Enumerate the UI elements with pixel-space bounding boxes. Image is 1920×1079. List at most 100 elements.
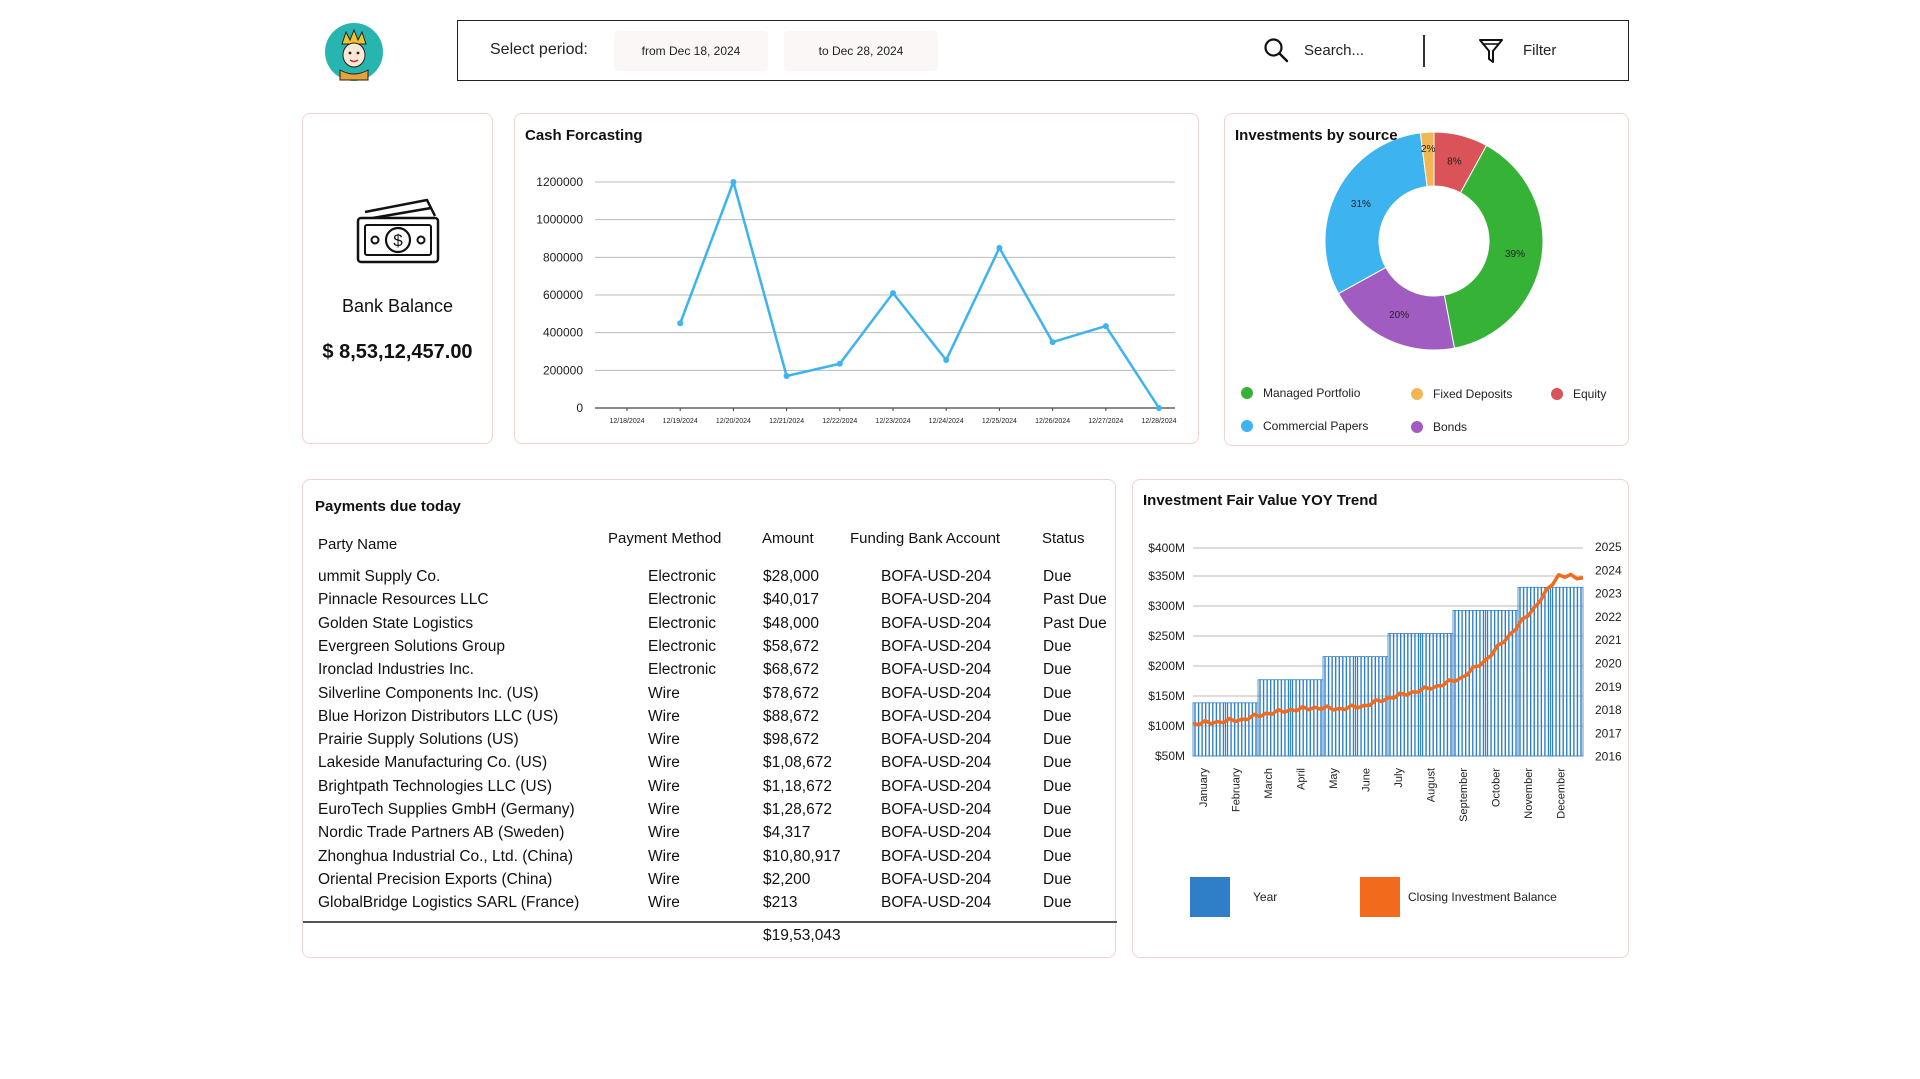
cell-payment-method: Wire bbox=[648, 731, 680, 749]
table-row[interactable]: Pinnacle Resources LLC Electronic $40,017 B… bbox=[303, 591, 1115, 614]
cell-payment-method: Wire bbox=[648, 894, 680, 912]
x-tick-label: 12/19/2024 bbox=[663, 418, 698, 425]
x-tick-label: 12/27/2024 bbox=[1088, 418, 1123, 425]
table-row[interactable]: Evergreen Solutions Group Electronic $58,6… bbox=[303, 638, 1115, 661]
cell-funding-account: BOFA-USD-204 bbox=[881, 824, 992, 842]
cell-status: Due bbox=[1043, 777, 1072, 795]
yoy-trend-card: $400M $350M $300M $250M $200M $150M $100M $50M 2… bbox=[1132, 479, 1629, 958]
date-to-picker[interactable]: to Dec 28, 2024 bbox=[784, 31, 938, 71]
cell-amount: $98,672 bbox=[763, 731, 820, 749]
right-tick-label: 2020 bbox=[1595, 657, 1622, 671]
y-tick-label: 400000 bbox=[543, 326, 583, 340]
table-row[interactable]: Oriental Precision Exports (China) Wire $2… bbox=[303, 871, 1115, 894]
slice-fixed-deposits bbox=[1419, 131, 1435, 187]
filter-icon[interactable] bbox=[1478, 37, 1504, 65]
table-row[interactable]: ummit Supply Co. Electronic $28,000 BOFA-US… bbox=[303, 568, 1115, 591]
month-label: February bbox=[1231, 768, 1243, 813]
money-icon: $ bbox=[356, 198, 440, 264]
cell-status: Due bbox=[1043, 754, 1072, 772]
legend-dot bbox=[1411, 421, 1423, 433]
bank-balance-card: $ Bank Balance $ 8,53,12,457.00 bbox=[302, 113, 493, 444]
investments-by-source-card: 8% 39% 20% 31% 2% Investments by source Mana… bbox=[1224, 113, 1629, 446]
y-tick-label: $300M bbox=[1148, 599, 1185, 613]
cash-forecast-line bbox=[679, 180, 1161, 409]
cell-party-name: Evergreen Solutions Group bbox=[318, 637, 505, 655]
data-point bbox=[1102, 323, 1109, 330]
cell-status: Due bbox=[1043, 707, 1072, 725]
cell-party-name: Prairie Supply Solutions (US) bbox=[318, 731, 519, 749]
table-row[interactable]: Nordic Trade Partners AB (Sweden) Wire $4,… bbox=[303, 824, 1115, 847]
legend-managed-portfolio: Managed Portfolio bbox=[1241, 386, 1360, 400]
slice-label: 8% bbox=[1447, 157, 1462, 168]
cell-status: Due bbox=[1043, 894, 1072, 912]
table-divider bbox=[303, 921, 1117, 923]
x-tick-label: 12/25/2024 bbox=[982, 418, 1017, 425]
cell-payment-method: Wire bbox=[648, 870, 680, 888]
cell-status: Due bbox=[1043, 731, 1072, 749]
right-tick-label: 2023 bbox=[1595, 587, 1622, 601]
cell-payment-method: Electronic bbox=[648, 614, 717, 632]
table-row[interactable]: Blue Horizon Distributors LLC (US) Wire $8… bbox=[303, 708, 1115, 731]
cell-payment-method: Electronic bbox=[648, 591, 717, 609]
table-row[interactable]: Zhonghua Industrial Co., Ltd. (China) Wir… bbox=[303, 848, 1115, 871]
header-payment-method: Payment Method bbox=[608, 530, 722, 547]
table-row[interactable]: Lakeside Manufacturing Co. (US) Wire $1,08… bbox=[303, 754, 1115, 777]
data-point bbox=[836, 360, 843, 367]
slice-label: 2% bbox=[1421, 144, 1436, 155]
table-row[interactable]: Ironclad Industries Inc. Electronic $68,67… bbox=[303, 661, 1115, 684]
right-tick-label: 2024 bbox=[1595, 563, 1622, 577]
table-row[interactable]: EuroTech Supplies GmbH (Germany) Wire $1,2… bbox=[303, 801, 1115, 824]
date-from-picker[interactable]: from Dec 18, 2024 bbox=[614, 31, 768, 71]
x-tick-label: 12/28/2024 bbox=[1141, 418, 1176, 425]
right-tick-label: 2016 bbox=[1595, 750, 1622, 764]
legend-label: Managed Portfolio bbox=[1263, 386, 1361, 400]
month-label: July bbox=[1393, 768, 1405, 788]
search-icon[interactable] bbox=[1263, 37, 1289, 63]
x-tick-label: 12/18/2024 bbox=[609, 418, 644, 425]
payments-total: $19,53,043 bbox=[763, 927, 841, 944]
table-row[interactable]: GlobalBridge Logistics SARL (France) Wire… bbox=[303, 894, 1115, 917]
legend-dot bbox=[1411, 388, 1423, 400]
legend-dot bbox=[1241, 387, 1253, 399]
data-point bbox=[730, 179, 737, 185]
cell-party-name: Oriental Precision Exports (China) bbox=[318, 870, 553, 888]
table-row[interactable]: Silverline Components Inc. (US) Wire $78,6… bbox=[303, 685, 1115, 708]
table-row[interactable]: Prairie Supply Solutions (US) Wire $98,672… bbox=[303, 731, 1115, 754]
bank-balance-label: Bank Balance bbox=[341, 296, 454, 316]
cell-funding-account: BOFA-USD-204 bbox=[881, 731, 992, 749]
legend-swatch-closing bbox=[1360, 877, 1400, 917]
legend-bonds: Bonds bbox=[1411, 420, 1467, 434]
y-tick-label: 1000000 bbox=[536, 213, 583, 227]
legend-label: Equity bbox=[1573, 387, 1607, 401]
y-tick-label: $350M bbox=[1148, 569, 1185, 583]
legend-label-year: Year bbox=[1253, 890, 1277, 904]
cell-status: Due bbox=[1043, 661, 1072, 679]
cell-funding-account: BOFA-USD-204 bbox=[881, 801, 992, 818]
cell-payment-method: Wire bbox=[648, 707, 680, 725]
x-tick-label: 12/21/2024 bbox=[769, 418, 804, 425]
y-tick-label: 600000 bbox=[543, 288, 583, 302]
cell-amount: $2,200 bbox=[763, 870, 811, 888]
legend-equity: Equity bbox=[1551, 387, 1606, 401]
cell-amount: $78,672 bbox=[763, 684, 820, 702]
cell-amount: $1,08,672 bbox=[763, 754, 832, 772]
legend-swatch-year bbox=[1190, 877, 1230, 917]
closing-balance-line bbox=[1192, 572, 1584, 727]
table-row[interactable]: Brightpath Technologies LLC (US) Wire $1,1… bbox=[303, 778, 1115, 801]
cell-status: Due bbox=[1043, 847, 1072, 865]
slice-label: 20% bbox=[1389, 310, 1409, 321]
table-row[interactable]: Golden State Logistics Electronic $48,000 B… bbox=[303, 615, 1115, 638]
month-label: November bbox=[1523, 768, 1535, 819]
cell-party-name: Pinnacle Resources LLC bbox=[318, 591, 489, 609]
slice-managed-portfolio bbox=[1443, 144, 1544, 349]
header-funding-account: Funding Bank Account bbox=[850, 530, 1001, 547]
cell-amount: $40,017 bbox=[763, 591, 820, 609]
search-input[interactable]: Search... bbox=[1304, 42, 1365, 59]
cell-funding-account: BOFA-USD-204 bbox=[881, 661, 992, 679]
month-label: April bbox=[1296, 768, 1308, 790]
filter-button[interactable]: Filter bbox=[1523, 42, 1557, 59]
right-tick-label: 2025 bbox=[1595, 540, 1622, 554]
cell-amount: $28,000 bbox=[763, 568, 820, 585]
cell-amount: $68,672 bbox=[763, 661, 820, 679]
header-amount: Amount bbox=[762, 530, 814, 547]
